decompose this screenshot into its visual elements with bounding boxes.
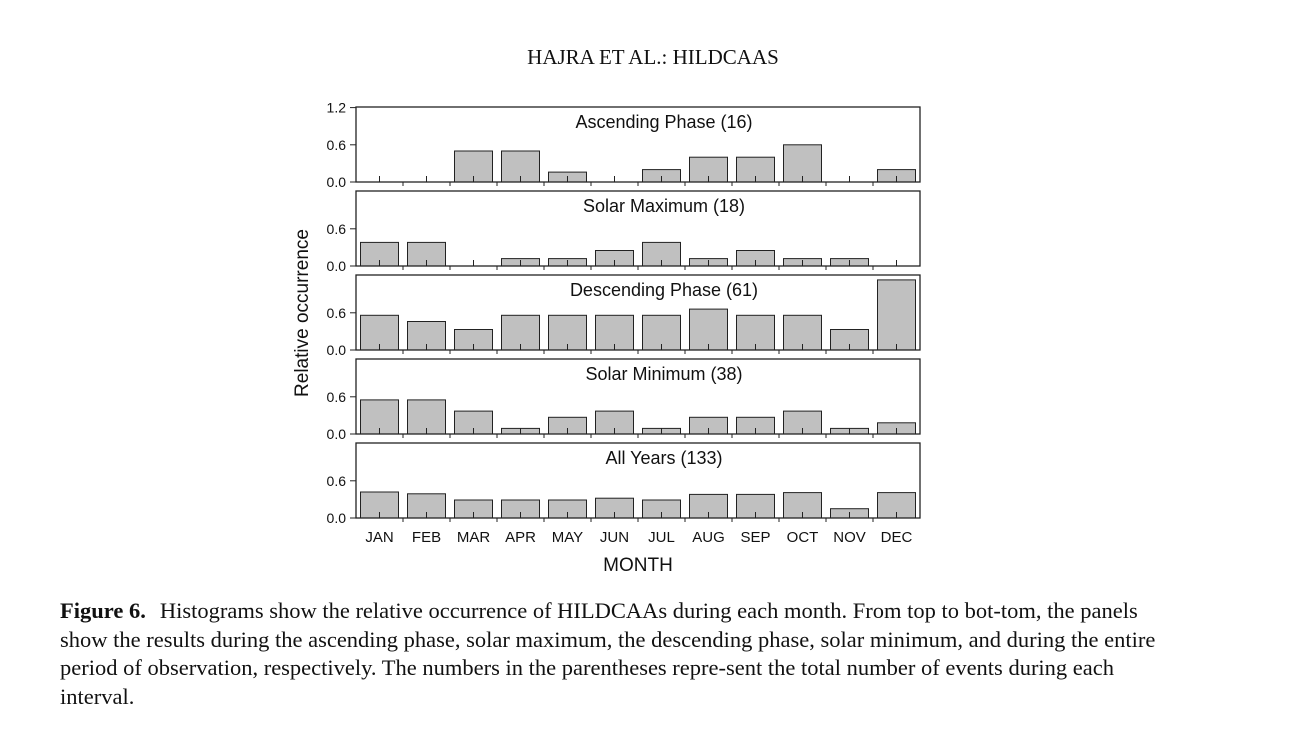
bar-dec (877, 279, 916, 351)
running-head: HAJRA ET AL.: HILDCAAS (527, 45, 779, 69)
figure-label: Figure 6. (60, 598, 146, 623)
panel-title: Descending Phase (61) (570, 280, 758, 300)
x-tick-label-dec: DEC (881, 529, 913, 546)
y-tick-label: 0.0 (327, 174, 347, 190)
panel-title: Solar Maximum (18) (583, 196, 745, 216)
x-tick-label-apr: APR (505, 529, 536, 546)
panel-1: 1.2 0.6 0.0 Ascending Phase (16) (327, 100, 921, 190)
x-tick-label-oct: OCT (787, 529, 819, 546)
y-tick-label: 0.6 (327, 389, 347, 405)
x-axis-label: MONTH (603, 555, 673, 576)
histogram-figure: 1.2 0.6 0.0 Ascending Phase (16) 0.6 0.0 Solar… (292, 100, 921, 576)
bar-jan (360, 314, 399, 351)
caption-text: Histograms show the relative occurrence … (60, 598, 1156, 709)
x-tick-label-aug: AUG (692, 529, 725, 546)
x-tick-label-jul: JUL (648, 529, 675, 546)
x-tick-label-sep: SEP (740, 529, 770, 546)
panel-title: Ascending Phase (16) (575, 112, 752, 132)
x-tick-label-mar: MAR (457, 529, 491, 546)
y-axis-label: Relative occurrence (292, 229, 313, 397)
panel-4: 0.6 0.0 Solar Minimum (38) (327, 358, 921, 442)
bar-oct (783, 144, 822, 183)
y-tick-label: 0.6 (327, 305, 347, 321)
histogram-panels: 1.2 0.6 0.0 Ascending Phase (16) 0.6 0.0 Solar… (327, 100, 921, 546)
panel-title: Solar Minimum (38) (585, 364, 742, 384)
figure-caption: Figure 6. Histograms show the relative oc… (60, 597, 1170, 711)
panel-title: All Years (133) (605, 448, 722, 468)
x-tick-label-jan: JAN (365, 529, 393, 546)
y-tick-label: 0.6 (327, 137, 347, 153)
y-tick-label: 0.0 (327, 510, 347, 526)
x-tick-label-jun: JUN (600, 529, 629, 546)
panel-5: 0.6 0.0 All Years (133) (327, 442, 921, 526)
y-tick-label: 1.2 (327, 100, 347, 116)
x-tick-label-nov: NOV (833, 529, 866, 546)
y-tick-label: 0.0 (327, 258, 347, 274)
y-tick-label: 0.6 (327, 221, 347, 237)
panel-2: 0.6 0.0 Solar Maximum (18) (327, 190, 921, 274)
x-tick-label-may: MAY (552, 529, 583, 546)
panel-3: 0.6 0.0 Descending Phase (61) (327, 274, 921, 358)
y-tick-label: 0.0 (327, 342, 347, 358)
bar-aug (689, 308, 728, 351)
y-tick-label: 0.0 (327, 426, 347, 442)
bar-jul (642, 314, 681, 351)
y-tick-label: 0.6 (327, 473, 347, 489)
x-tick-label-feb: FEB (412, 529, 441, 546)
